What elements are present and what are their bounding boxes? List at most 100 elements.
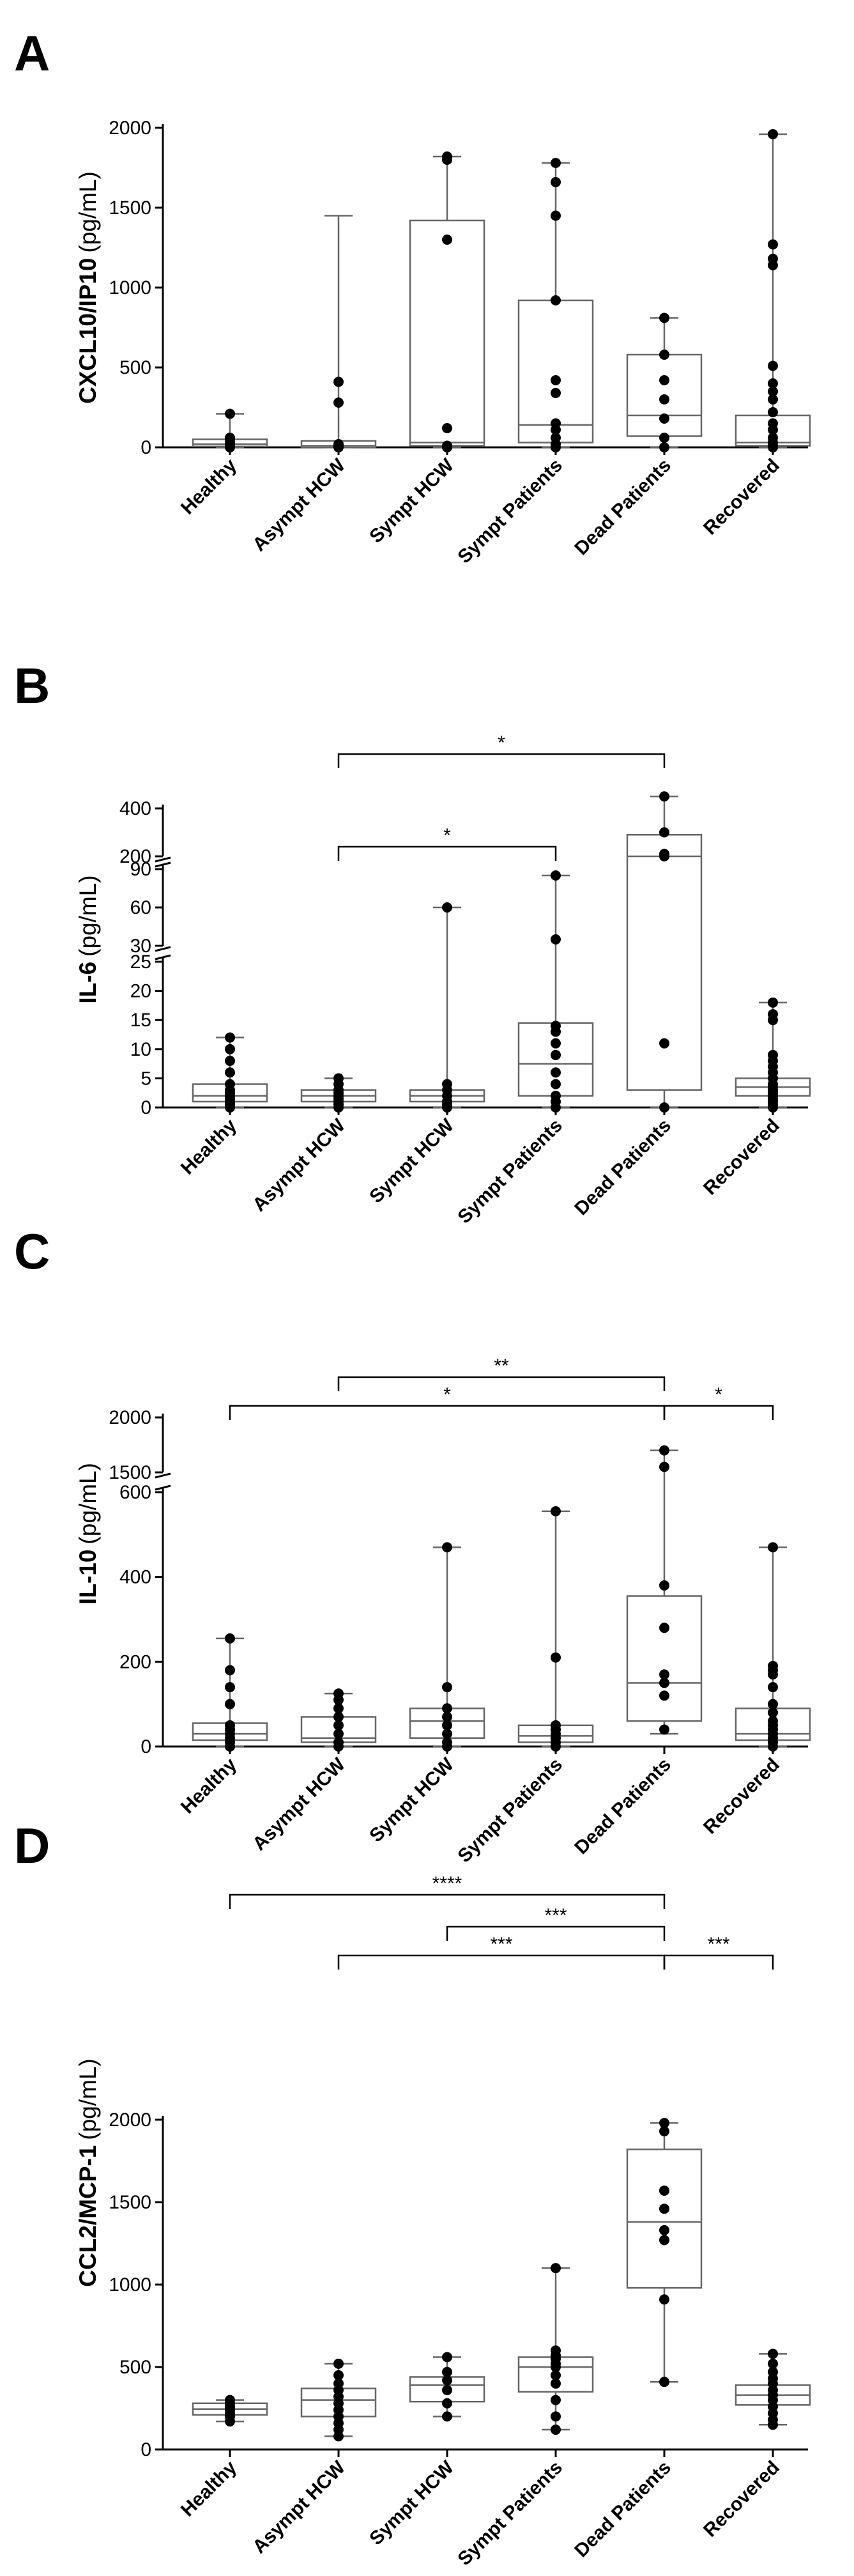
box-2 <box>409 155 485 449</box>
bracket-line <box>337 845 557 861</box>
y-tick-label: 25 <box>130 952 151 973</box>
y-tick-label: 400 <box>119 798 151 819</box>
y-tick-label: 0 <box>141 1736 151 1757</box>
data-point <box>225 1720 235 1731</box>
data-point <box>442 2411 452 2422</box>
data-point <box>659 442 669 452</box>
data-point <box>442 1711 452 1722</box>
data-point <box>225 1079 235 1090</box>
data-point <box>768 1707 778 1718</box>
significance-label: **** <box>432 1873 462 1894</box>
data-point <box>225 2395 235 2405</box>
data-point <box>333 439 344 449</box>
data-point <box>551 2263 561 2274</box>
category-label: Dead Patients <box>570 455 675 560</box>
y-axis-label-unit: (pg/mL) <box>75 171 101 252</box>
y-axis-label-unit: (pg/mL) <box>75 2058 101 2140</box>
data-point <box>551 870 561 881</box>
data-point <box>659 312 669 323</box>
data-point <box>659 1690 669 1701</box>
data-point <box>551 1720 561 1731</box>
y-tick-label: 500 <box>119 2357 151 2378</box>
y-tick-label: 90 <box>130 859 151 880</box>
data-point <box>659 350 669 360</box>
bracket-line <box>337 1954 666 1970</box>
y-tick-label: 1500 <box>109 1462 151 1483</box>
data-point <box>768 1716 778 1727</box>
data-point <box>768 2366 778 2377</box>
data-point <box>768 239 778 250</box>
data-point <box>442 2385 452 2396</box>
significance-label: * <box>443 825 451 846</box>
category-label: Sympt HCW <box>365 1114 458 1207</box>
y-axis-label-unit: (pg/mL) <box>75 1463 101 1544</box>
data-point <box>551 418 561 429</box>
data-point <box>659 1580 669 1591</box>
data-point <box>551 2411 561 2422</box>
y-axis-label: IL-10 (pg/mL) <box>75 1463 101 1605</box>
bracket-line <box>229 1893 666 1909</box>
category-label: Asympt HCW <box>248 1754 349 1855</box>
bracket-line <box>337 1376 666 1391</box>
data-point <box>333 2378 344 2389</box>
significance-label: * <box>498 732 505 753</box>
y-tick-label: 60 <box>130 897 151 918</box>
y-tick-label: 1000 <box>109 277 151 298</box>
data-point <box>768 418 778 429</box>
data-point <box>225 1633 235 1644</box>
data-point <box>659 2118 669 2129</box>
panel-a: A CXCL10/IP10 (pg/mL) 0 500 1000 1500 2000 Healt… <box>14 25 811 568</box>
data-point <box>768 394 778 405</box>
y-tick-label: 20 <box>130 981 151 1002</box>
box-4 <box>626 2122 703 2383</box>
data-point <box>551 934 561 945</box>
data-point <box>659 1102 669 1113</box>
data-point <box>659 375 669 385</box>
bracket-line <box>229 1405 666 1420</box>
y-tick-label: 1500 <box>109 197 151 219</box>
data-point <box>442 440 452 451</box>
y-tick-label: 1000 <box>109 2274 151 2295</box>
data-point <box>768 1049 778 1060</box>
data-point <box>768 254 778 264</box>
y-tick-label: 2000 <box>109 2109 151 2131</box>
y-axis-label-name: CXCL10/IP10 <box>75 258 101 404</box>
data-point <box>659 2225 669 2235</box>
category-label: Healthy <box>177 1754 241 1817</box>
data-point <box>659 433 669 443</box>
category-label: Asympt HCW <box>248 1114 349 1215</box>
data-point <box>551 210 561 221</box>
y-tick-label: 600 <box>119 1482 151 1503</box>
data-point <box>659 791 669 802</box>
category-label: Healthy <box>177 454 241 518</box>
panel-letter: C <box>14 1223 50 1279</box>
data-point <box>551 2378 561 2389</box>
data-point <box>442 151 452 162</box>
data-point <box>442 2375 452 2386</box>
data-point <box>225 433 235 443</box>
data-point <box>768 360 778 371</box>
box-1 <box>300 215 377 449</box>
data-point <box>551 388 561 398</box>
data-point <box>659 1038 669 1049</box>
box-2 <box>409 906 485 1109</box>
y-axis-label-name: IL-10 <box>75 1550 101 1605</box>
data-point <box>659 1445 669 1456</box>
significance-bracket: *** <box>337 1934 666 1970</box>
data-point <box>659 827 669 838</box>
y-tick-label: 200 <box>119 846 151 867</box>
data-point <box>768 1542 778 1553</box>
data-point <box>768 2358 778 2369</box>
category-label: Sympt Patients <box>454 455 567 568</box>
data-point <box>551 1506 561 1516</box>
data-point <box>659 1677 669 1688</box>
significance-label: *** <box>544 1905 567 1926</box>
data-point <box>333 1729 344 1739</box>
category-label: Recovered <box>699 455 784 539</box>
y-tick-label: 0 <box>141 1097 151 1118</box>
category-label: Sympt Patients <box>454 2457 567 2570</box>
category-label: Asympt HCW <box>248 454 349 555</box>
data-point <box>442 2352 452 2363</box>
